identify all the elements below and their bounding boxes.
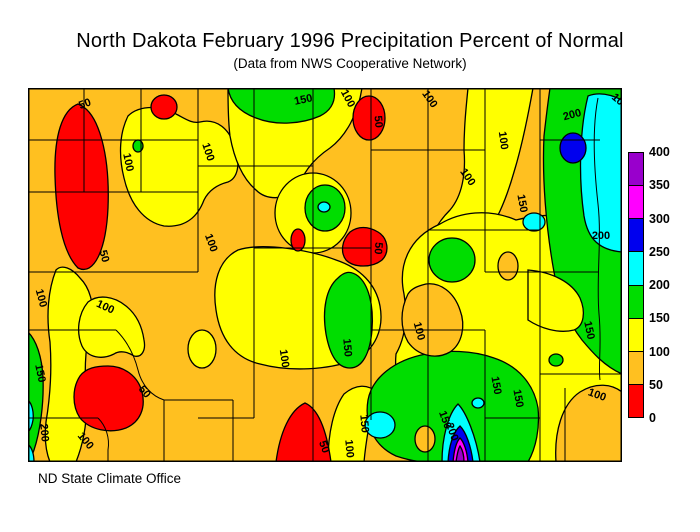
contour-value-label: 150 (340, 338, 354, 357)
legend-tick-0: 0 (649, 411, 656, 425)
legend-band-50-100 (629, 351, 643, 385)
region-cyan-center-dot (317, 201, 331, 213)
county-boundary-line (593, 97, 601, 381)
legend-tick-200: 200 (649, 278, 670, 292)
map-svg-host: 50 50 100 100 150 100 50 100 100 200 100 100 150 200 1… (28, 88, 622, 462)
region-green-south (366, 350, 540, 462)
contour-value-label: 200 (562, 107, 583, 123)
region-orange-south-dot (414, 425, 436, 453)
legend-band-0-50 (629, 384, 643, 417)
region-red-southwest (73, 365, 144, 432)
contour-value-label: 150 (514, 193, 529, 213)
legend-tick-50: 50 (649, 377, 663, 392)
legend-band-100-150 (629, 318, 643, 352)
legend-tick-400: 400 (649, 145, 670, 159)
region-cyan-east-band (579, 93, 622, 253)
region-green-top (227, 88, 336, 124)
map-subtitle: (Data from NWS Cooperative Network) (233, 56, 467, 71)
map-frame (28, 88, 622, 462)
contour-value-label: 150 (357, 414, 371, 433)
region-cyan-east-oval (522, 212, 546, 232)
color-legend: 400 350 300 250 200 150 100 50 0 (628, 145, 689, 425)
contour-value-label: 100 (202, 232, 220, 253)
contour-value-label: 50 (316, 439, 331, 455)
region-yellow-notch-east (527, 269, 585, 332)
region-red-north-dot (150, 94, 178, 120)
contour-value-label: 200 (443, 421, 461, 442)
credit-text: ND State Climate Office (38, 471, 182, 486)
contour-value-label: 100 (586, 386, 607, 404)
region-yellow-bottom-band (327, 385, 377, 462)
region-orange-center (401, 283, 464, 357)
region-green-dot-southeast (548, 353, 564, 367)
region-purple-bullseye (455, 444, 465, 462)
contour-value-label: 200 (592, 230, 610, 242)
region-red-center-blob (341, 226, 388, 267)
contour-value-label: 50 (77, 96, 93, 111)
legend-band-150-200 (629, 285, 643, 319)
contour-value-label: 100 (199, 141, 216, 162)
region-yellow-small-oval (187, 329, 217, 369)
contour-value-label: 150 (32, 363, 48, 383)
legend-band-300-350 (629, 186, 643, 220)
legend-band-250-300 (629, 219, 643, 253)
contour-value-label: 150 (293, 92, 313, 108)
region-green-center (323, 271, 374, 369)
region-orange-southeast (555, 384, 622, 462)
legend-tick-100: 100 (649, 344, 670, 359)
contour-value-label: 50 (371, 115, 384, 128)
legend-tick-350: 350 (649, 178, 670, 193)
contour-value-label: 50 (97, 249, 112, 264)
region-cyan-south-dot (471, 397, 485, 409)
region-yellow-west-blob (77, 296, 146, 358)
contour-value-label: 150 (581, 320, 597, 340)
legend-color-bar (628, 152, 644, 418)
legend-tick-150: 150 (649, 311, 670, 326)
contour-value-label: 100 (277, 349, 291, 369)
legend-tick-labels: 400 350 300 250 200 150 100 50 0 (649, 145, 689, 425)
region-red-south-wedge (275, 402, 332, 462)
legend-tick-300: 300 (649, 211, 670, 226)
contour-value-label: 150 (510, 388, 525, 408)
contour-value-label: 100 (120, 152, 136, 172)
map-title: North Dakota February 1996 Precipitation… (76, 30, 624, 52)
county-boundary-line (97, 417, 109, 462)
contour-value-label: 100 (342, 439, 356, 458)
contour-value-label: 100 (411, 321, 427, 342)
region-orange-inner-oval (497, 251, 519, 281)
contour-value-label: 50 (371, 242, 384, 255)
contour-value-label: 200 (37, 423, 51, 442)
region-red-north-oval (352, 95, 386, 141)
legend-band-350-400 (629, 153, 643, 187)
contour-value-label: 150 (436, 409, 454, 430)
contour-value-label: 100 (496, 131, 510, 151)
legend-band-200-250 (629, 252, 643, 286)
region-red-center-dot (290, 228, 306, 252)
county-boundary-line (115, 329, 165, 462)
legend-tick-250: 250 (649, 244, 670, 259)
region-red-west-large (54, 103, 109, 271)
region-green-center-east (428, 237, 476, 283)
contour-value-label: 100 (33, 288, 49, 309)
contour-value-label: 150 (488, 375, 503, 395)
region-cyan-south-oval (364, 411, 396, 439)
region-blue-northeast (559, 132, 587, 164)
